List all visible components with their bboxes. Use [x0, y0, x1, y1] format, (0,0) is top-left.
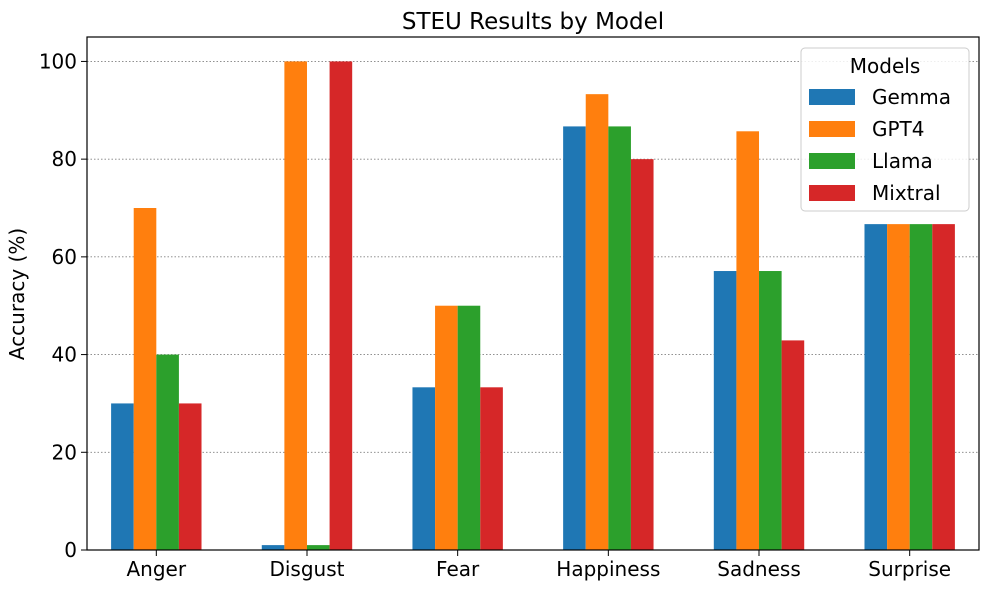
- legend-swatch-gemma: [809, 89, 855, 105]
- bar-fear-gemma: [412, 387, 436, 550]
- x-tick-label: Anger: [127, 557, 187, 581]
- bar-fear-mixtral: [480, 387, 503, 550]
- legend-title: Models: [850, 54, 920, 78]
- bar-sadness-gpt4: [736, 131, 760, 550]
- bar-anger-gpt4: [133, 208, 157, 550]
- legend-swatch-llama: [809, 153, 855, 169]
- bar-disgust-llama: [306, 545, 330, 550]
- legend-label-mixtral: Mixtral: [872, 181, 941, 205]
- bar-disgust-gemma: [261, 545, 285, 550]
- x-tick-label: Sadness: [717, 557, 800, 581]
- legend-items: Gemma GPT4 Llama Mixtral: [809, 85, 951, 205]
- bar-anger-mixtral: [178, 403, 202, 550]
- y-tick-label: 100: [39, 49, 77, 73]
- bar-surprise-llama: [909, 224, 933, 550]
- bar-surprise-gpt4: [887, 224, 910, 550]
- y-tick-label: 80: [52, 147, 77, 171]
- x-tick-label: Fear: [436, 557, 480, 581]
- chart-title: STEU Results by Model: [402, 9, 664, 35]
- x-tick-label: Happiness: [556, 557, 660, 581]
- legend-swatch-mixtral: [809, 185, 855, 201]
- bar-happiness-llama: [608, 126, 631, 550]
- bars: [111, 61, 955, 551]
- y-tick-label: 60: [52, 245, 77, 269]
- legend-swatch-gpt4: [809, 121, 855, 137]
- bar-happiness-gemma: [563, 126, 586, 550]
- bar-sadness-llama: [759, 271, 782, 550]
- legend-label-gpt4: GPT4: [872, 117, 925, 141]
- legend-label-gemma: Gemma: [872, 85, 951, 109]
- legend: Models Gemma GPT4 Llama Mixtral: [800, 47, 970, 212]
- bar-anger-llama: [156, 354, 179, 550]
- axis-ticks: 0 20 40 60 80 100 Anger Disgust Fear Happiness Sad…: [39, 49, 951, 581]
- bar-sadness-mixtral: [781, 340, 805, 550]
- y-axis-label: Accuracy (%): [5, 228, 29, 360]
- legend-box: [800, 47, 970, 212]
- x-tick-label: Surprise: [868, 557, 951, 581]
- bar-happiness-mixtral: [630, 159, 654, 550]
- bar-anger-gemma: [111, 403, 134, 550]
- bar-fear-gpt4: [435, 305, 458, 550]
- bar-surprise-mixtral: [932, 224, 955, 550]
- y-tick-label: 20: [52, 440, 77, 464]
- bar-happiness-gpt4: [585, 94, 609, 551]
- bar-sadness-gemma: [713, 271, 737, 550]
- y-tick-label: 40: [52, 343, 77, 367]
- bar-fear-llama: [457, 305, 481, 550]
- y-tick-label: 0: [64, 538, 77, 562]
- bar-disgust-mixtral: [329, 61, 353, 551]
- bar-surprise-gemma: [864, 224, 888, 550]
- x-tick-label: Disgust: [269, 557, 344, 581]
- legend-label-llama: Llama: [872, 149, 933, 173]
- bar-disgust-gpt4: [284, 61, 307, 551]
- plot-area-frame: [86, 36, 980, 551]
